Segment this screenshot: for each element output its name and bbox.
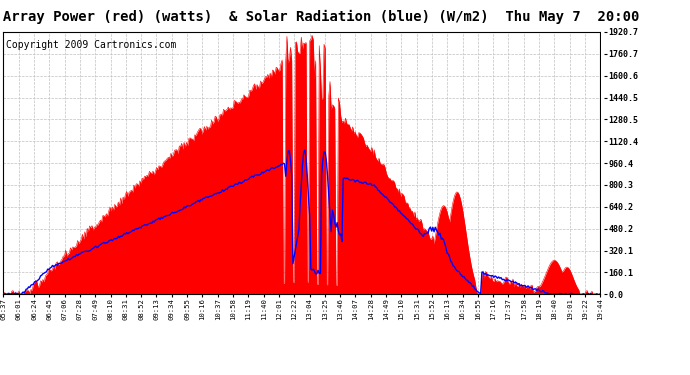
Text: Copyright 2009 Cartronics.com: Copyright 2009 Cartronics.com bbox=[6, 40, 177, 50]
Text: West Array Power (red) (watts)  & Solar Radiation (blue) (W/m2)  Thu May 7  20:0: West Array Power (red) (watts) & Solar R… bbox=[0, 9, 640, 24]
